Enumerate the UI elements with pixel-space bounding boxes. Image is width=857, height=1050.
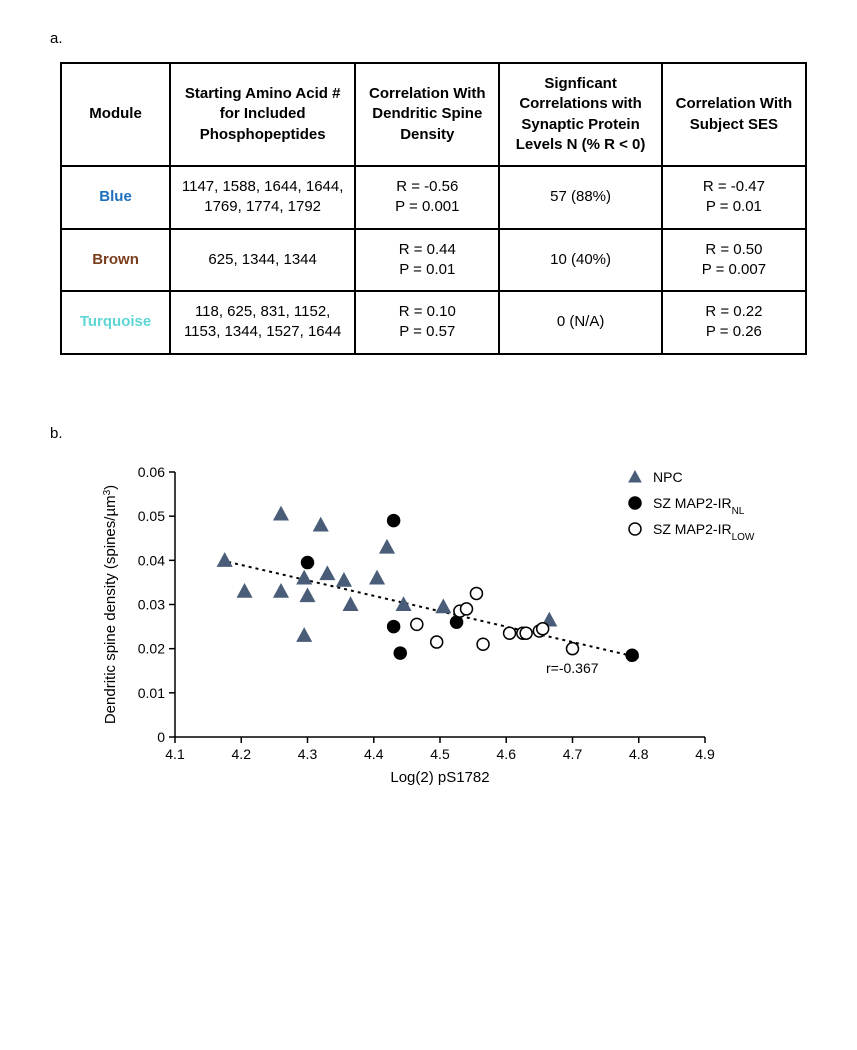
ses-correlation-cell: R = 0.22P = 0.26 — [662, 291, 806, 354]
svg-text:0.06: 0.06 — [138, 464, 165, 480]
spine-correlation-cell: R = -0.56P = 0.001 — [355, 166, 499, 229]
ses-correlation-cell: R = -0.47P = 0.01 — [662, 166, 806, 229]
svg-text:0.03: 0.03 — [138, 596, 165, 612]
module-name-cell: Blue — [61, 166, 170, 229]
synaptic-cell: 0 (N/A) — [499, 291, 661, 354]
table-header-ses: Correlation With Subject SES — [662, 63, 806, 166]
table-header-peptides: Starting Amino Acid # for Included Phosp… — [170, 63, 355, 166]
peptides-cell: 118, 625, 831, 1152, 1153, 1344, 1527, 1… — [170, 291, 355, 354]
table-row: Blue1147, 1588, 1644, 1644, 1769, 1774, … — [61, 166, 806, 229]
table-header-module: Module — [61, 63, 170, 166]
peptides-cell: 625, 1344, 1344 — [170, 229, 355, 292]
peptides-cell: 1147, 1588, 1644, 1644, 1769, 1774, 1792 — [170, 166, 355, 229]
svg-text:0.05: 0.05 — [138, 508, 165, 524]
svg-text:4.7: 4.7 — [563, 746, 583, 762]
svg-text:0.02: 0.02 — [138, 640, 165, 656]
table-header-spine: Correlation With Dendritic Spine Density — [355, 63, 499, 166]
panel-a-label: a. — [50, 30, 807, 47]
svg-text:4.1: 4.1 — [165, 746, 185, 762]
svg-text:r=-0.367: r=-0.367 — [546, 659, 599, 675]
ses-correlation-cell: R = 0.50P = 0.007 — [662, 229, 806, 292]
svg-text:SZ MAP2-IRLOW: SZ MAP2-IRLOW — [653, 521, 755, 543]
spine-correlation-cell: R = 0.10P = 0.57 — [355, 291, 499, 354]
svg-text:4.8: 4.8 — [629, 746, 649, 762]
synaptic-cell: 10 (40%) — [499, 229, 661, 292]
svg-text:Log(2) pS1782: Log(2) pS1782 — [390, 769, 489, 786]
svg-text:SZ MAP2-IRNL: SZ MAP2-IRNL — [653, 495, 745, 517]
scatter-chart: 0 0.01 0.02 0.03 0.04 0.05 0.06 4.1 4.2 4.3 4.4 4.5… — [90, 457, 790, 797]
svg-text:Dendritic spine density (spine: Dendritic spine density (spines/µm3) — [102, 484, 120, 723]
svg-text:4.2: 4.2 — [232, 746, 252, 762]
svg-text:4.5: 4.5 — [430, 746, 450, 762]
svg-text:4.4: 4.4 — [364, 746, 384, 762]
module-table-body: Blue1147, 1588, 1644, 1644, 1769, 1774, … — [61, 166, 806, 354]
spine-correlation-cell: R = 0.44P = 0.01 — [355, 229, 499, 292]
panel-b-label: b. — [50, 425, 807, 442]
svg-text:NPC: NPC — [653, 469, 683, 485]
svg-text:0.04: 0.04 — [138, 552, 165, 568]
svg-text:4.6: 4.6 — [497, 746, 517, 762]
svg-text:0.01: 0.01 — [138, 684, 165, 700]
svg-text:0: 0 — [157, 729, 165, 745]
table-row: Brown625, 1344, 1344R = 0.44P = 0.0110 (… — [61, 229, 806, 292]
module-name-cell: Brown — [61, 229, 170, 292]
table-header-synaptic: Signficant Correlations with Synaptic Pr… — [499, 63, 661, 166]
module-correlation-table: Module Starting Amino Acid # for Include… — [60, 62, 807, 355]
svg-text:4.9: 4.9 — [695, 746, 715, 762]
module-name-cell: Turquoise — [61, 291, 170, 354]
svg-text:4.3: 4.3 — [298, 746, 318, 762]
synaptic-cell: 57 (88%) — [499, 166, 661, 229]
table-row: Turquoise118, 625, 831, 1152, 1153, 1344… — [61, 291, 806, 354]
